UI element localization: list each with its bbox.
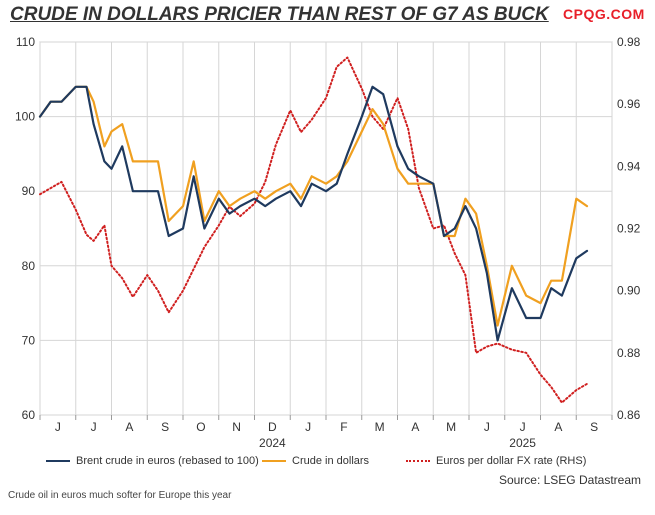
x-month-label: J	[91, 420, 97, 434]
x-month-label: S	[590, 420, 598, 434]
y-right-tick-label: 0.98	[617, 35, 641, 49]
chart-canvas: 60 70 80 90 100 110 0.86 0.88 0.90 0.92 0.94 0.96 0.…	[15, 35, 641, 450]
x-month-label: A	[554, 420, 562, 434]
x-month-label: J	[520, 420, 526, 434]
chart-legend: Brent crude in euros (rebased to 100) Cr…	[34, 455, 634, 471]
y-left-tick-label: 60	[22, 408, 36, 422]
series-line-1	[38, 85, 589, 327]
brand-watermark: CPQG.COM	[563, 6, 645, 22]
legend-swatch-fx-rate	[406, 460, 430, 462]
y-right-tick-label: 0.92	[617, 222, 641, 236]
legend-item-crude-dollars: Crude in dollars	[262, 455, 369, 467]
y-left-tick-label: 110	[16, 35, 35, 49]
y-right-tick-label: 0.94	[617, 159, 641, 173]
series-line-0	[38, 85, 589, 342]
y-right-tick-label: 0.86	[617, 408, 641, 422]
chart-title: CRUDE IN DOLLARS PRICIER THAN REST OF G7…	[10, 4, 549, 25]
legend-label-crude-dollars: Crude in dollars	[292, 455, 370, 467]
legend-item-fx-rate: Euros per dollar FX rate (RHS)	[406, 455, 586, 467]
footer-caption: Crude oil in euros much softer for Europ…	[8, 490, 232, 501]
x-month-label: M	[446, 420, 456, 434]
x-month-label: N	[232, 420, 241, 434]
legend-swatch-brent	[46, 460, 70, 462]
x-month-label: D	[268, 420, 277, 434]
legend-item-brent: Brent crude in euros (rebased to 100)	[46, 455, 259, 467]
x-month-label: A	[411, 420, 419, 434]
x-month-label: J	[305, 420, 311, 434]
x-year-label: 2024	[259, 436, 286, 450]
series-line-2	[39, 56, 588, 404]
y-right-tick-label: 0.96	[617, 97, 641, 111]
y-right-tick-label: 0.88	[617, 346, 641, 360]
x-month-label: J	[55, 420, 61, 434]
y-left-tick-label: 80	[22, 259, 36, 273]
legend-label-fx-rate: Euros per dollar FX rate (RHS)	[436, 455, 587, 467]
y-right-tick-label: 0.90	[617, 284, 641, 298]
y-left-tick-label: 70	[22, 333, 36, 347]
x-month-label: S	[161, 420, 169, 434]
x-month-label: F	[340, 420, 347, 434]
source-note: Source: LSEG Datastream	[498, 473, 641, 487]
y-left-tick-label: 100	[15, 110, 35, 124]
y-left-tick-label: 90	[22, 184, 36, 198]
x-month-label: J	[484, 420, 490, 434]
x-month-label: A	[125, 420, 133, 434]
x-year-label: 2025	[509, 436, 536, 450]
x-month-label: O	[196, 420, 205, 434]
x-month-label: M	[375, 420, 385, 434]
legend-label-brent: Brent crude in euros (rebased to 100)	[76, 455, 259, 467]
legend-swatch-crude-dollars	[262, 460, 286, 462]
